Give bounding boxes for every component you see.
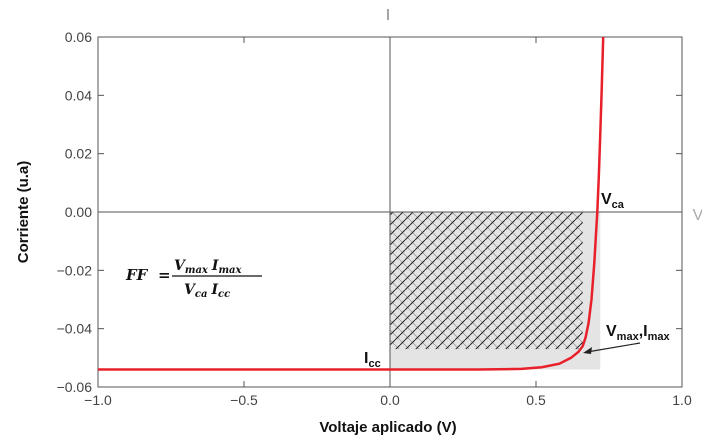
y-tick-group: 0.06 0.04 0.02 0.00 −0.02 −0.04 −0.06: [57, 29, 682, 395]
mpp-arrow: [586, 342, 641, 353]
x-tick-label: 0.0: [380, 392, 400, 408]
x-tick-label: −0.5: [230, 392, 258, 408]
y-tick-label: 0.04: [65, 87, 92, 103]
max-power-rectangle: [390, 212, 583, 350]
x-axis-title: Voltaje aplicado (V): [319, 419, 456, 436]
x-tick-group: −1.0 −0.5 0.0 0.5 1.0: [84, 37, 692, 408]
isc-label: Icc: [364, 350, 381, 370]
iv-curve: [98, 36, 605, 371]
right-axis-label: V: [693, 207, 702, 224]
voc-label: Vca: [601, 191, 625, 211]
x-tick-label: 1.0: [672, 392, 692, 408]
y-tick-label: 0.00: [65, 204, 92, 220]
y-tick-label: −0.02: [57, 262, 93, 278]
y-tick-label: 0.06: [65, 29, 92, 45]
x-tick-label: 0.5: [526, 392, 546, 408]
x-tick-label: −1.0: [84, 392, 112, 408]
fill-factor-formula: FF = Vmax Imax Vca Icc: [125, 258, 262, 300]
y-tick-label: −0.04: [57, 321, 93, 337]
svg-text:FF: FF: [125, 266, 149, 284]
top-axis-label: I: [386, 7, 390, 24]
mpp-label: Vmax,Imax: [606, 323, 671, 343]
y-tick-label: −0.06: [57, 379, 93, 395]
svg-text:=: =: [158, 266, 171, 284]
y-tick-label: 0.02: [65, 146, 92, 162]
y-axis-title: Corriente (u.a): [15, 161, 32, 264]
mpp-arrow-head: [583, 347, 592, 354]
